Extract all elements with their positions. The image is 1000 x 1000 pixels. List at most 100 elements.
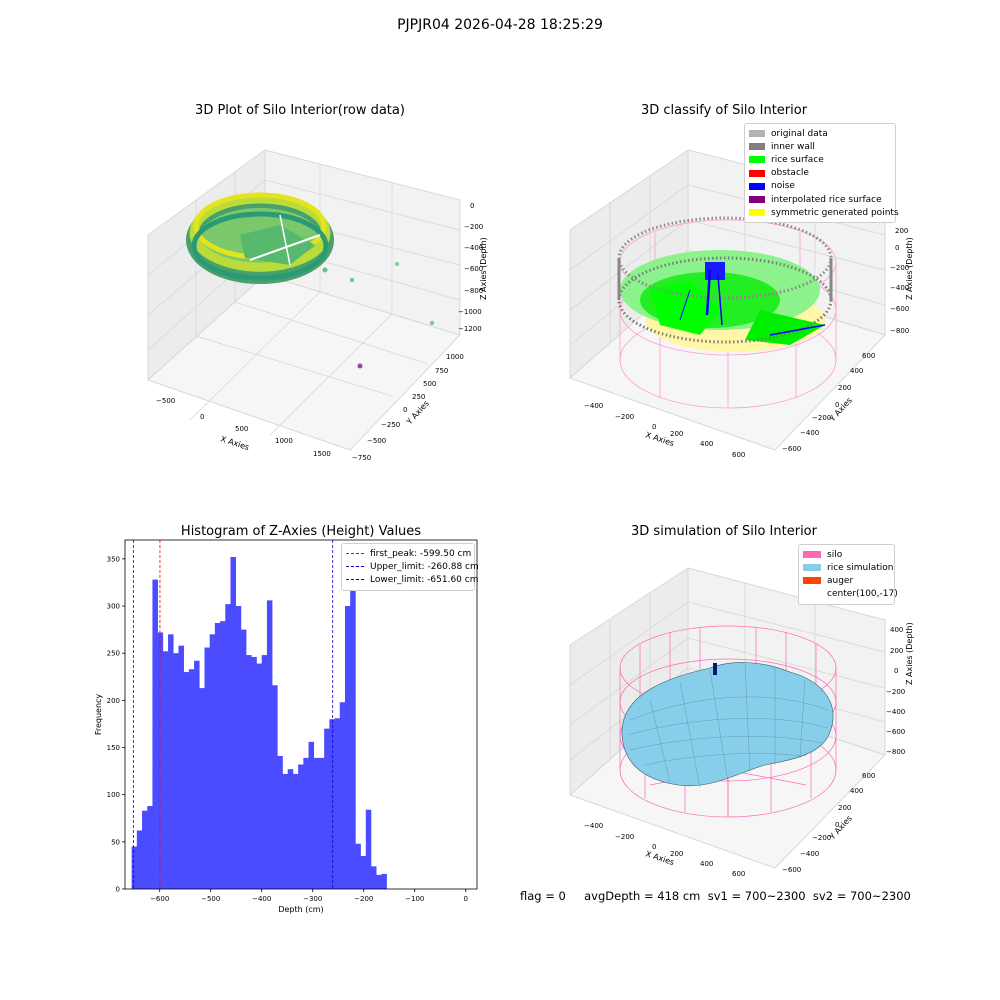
histogram-bar — [168, 634, 174, 889]
legend-swatch — [803, 591, 821, 598]
legend-swatch — [803, 551, 821, 559]
legend-label: auger — [827, 575, 854, 586]
legend-swatch — [749, 143, 765, 151]
legend-item: silo — [803, 548, 890, 561]
classify-3d-plot: −400 −200 0 200 400 600 X Axies −600 −40… — [569, 149, 914, 459]
simulation-ytick: 600 — [862, 772, 875, 780]
raw-ztick: −400 — [464, 244, 483, 252]
legend-label: silo — [827, 549, 843, 560]
legend-item: obstacle — [749, 167, 891, 180]
histogram-bar — [131, 846, 138, 889]
histogram-bar — [266, 600, 273, 889]
histogram-xtick-label: −100 — [405, 895, 424, 903]
legend-item: rice surface — [749, 153, 891, 166]
histogram-bar — [152, 579, 158, 889]
classify-noise — [679, 262, 826, 336]
raw-x-ticks: −500 0 500 1000 1500 — [156, 397, 331, 458]
histogram-xtick-label: −500 — [201, 895, 220, 903]
histogram-bar — [162, 651, 169, 889]
raw-y-ticks: −750 −500 −250 0 250 500 750 1000 — [352, 353, 464, 462]
classify-ytick: −400 — [800, 429, 819, 437]
simulation-legend: silo rice simulation auger center(100,-1… — [798, 544, 898, 605]
simulation-xtick: 400 — [700, 860, 713, 868]
classify-ztick: −400 — [890, 284, 909, 292]
simulation-y-label: Y Axies — [827, 814, 854, 842]
legend-item: Lower_limit: -651.60 cm — [346, 573, 478, 586]
simulation-ytick: 0 — [835, 821, 839, 829]
classify-y-label: Y Axies — [827, 396, 854, 424]
classify-ytick: 200 — [838, 384, 851, 392]
figure-title: PJPJR04 2026-04-28 18:25:29 — [397, 17, 603, 33]
legend-item: noise — [749, 180, 891, 193]
legend-swatch — [803, 564, 821, 572]
histogram-bar — [225, 604, 231, 889]
legend-swatch — [749, 182, 765, 190]
raw-xtick: 1500 — [313, 450, 331, 458]
raw-ytick: 500 — [423, 380, 436, 388]
histogram-xtick-label: −600 — [150, 895, 169, 903]
histogram-bar — [282, 773, 289, 889]
classify-xtick: 400 — [700, 440, 713, 448]
histogram-bar — [360, 855, 367, 889]
raw-ytick: −750 — [352, 454, 371, 462]
simulation-ztick: 0 — [894, 667, 898, 675]
histogram-bar — [136, 830, 143, 889]
histogram-bar — [209, 634, 216, 889]
simulation-xtick: −200 — [615, 833, 634, 841]
histogram-bar — [178, 645, 184, 889]
simulation-ztick: −400 — [886, 708, 905, 716]
classify-ztick: −600 — [890, 305, 909, 313]
raw-x-label: X Axies — [219, 434, 250, 452]
raw-ytick: 250 — [412, 393, 425, 401]
legend-label: symmetric generated points — [771, 207, 899, 218]
legend-item: Upper_limit: -260.88 cm — [346, 560, 479, 573]
legend-swatch — [749, 196, 765, 204]
simulation-ztick: 400 — [890, 626, 903, 634]
histogram-bar — [220, 621, 226, 889]
histogram-bar — [240, 629, 247, 889]
histogram-bar — [204, 647, 210, 889]
histogram-ytick-label: 300 — [107, 603, 120, 611]
status-footer: flag = 0 avgDepth = 418 cm sv1 = 700~230… — [520, 889, 911, 903]
legend-line — [346, 566, 364, 568]
legend-swatch — [749, 209, 765, 217]
simulation-ztick: −200 — [886, 688, 905, 696]
legend-label: inner wall — [771, 141, 815, 152]
classify-xtick: 200 — [670, 430, 683, 438]
legend-item: rice simulation — [803, 561, 893, 574]
simulation-z-ticks: 400 200 0 −200 −400 −600 −800 — [886, 626, 905, 756]
histogram-title: Histogram of Z-Axies (Height) Values — [180, 524, 422, 539]
histogram-bar — [188, 669, 195, 889]
histogram-bar — [334, 718, 341, 889]
histogram-bar — [287, 769, 294, 889]
legend-swatch — [803, 577, 821, 585]
histogram-bar — [324, 728, 330, 889]
histogram-bar — [183, 672, 190, 889]
legend-item: auger — [803, 574, 890, 587]
legend-line — [346, 553, 364, 555]
simulation-y-ticks: −600 −400 −200 0 200 400 600 — [782, 772, 875, 874]
raw-xtick: 500 — [235, 425, 248, 433]
raw-z-ticks: 0 −200 −400 −600 −800 −1000 −1200 — [458, 202, 483, 333]
histogram-xtick-label: −400 — [252, 895, 271, 903]
raw-ztick: −800 — [464, 287, 483, 295]
histogram-bar — [251, 656, 257, 889]
simulation-xtick: 200 — [670, 850, 683, 858]
histogram-vlines — [132, 540, 334, 889]
histogram-y-ticks: 0 50 100 150 200 250 300 350 — [107, 555, 125, 894]
classify-ztick: 0 — [895, 244, 899, 252]
raw-ztick: −200 — [464, 223, 483, 231]
legend-item: first_peak: -599.50 cm — [346, 547, 471, 560]
raw-y-label: Y Axies — [404, 399, 431, 427]
histogram-bar — [381, 873, 387, 889]
raw-ztick: 0 — [470, 202, 474, 210]
histogram-y-label: Frequency — [94, 694, 103, 736]
histogram-bar — [376, 874, 382, 889]
legend-item: symmetric generated points — [749, 206, 899, 219]
classify-z-label: Z Axies (Depth) — [905, 237, 914, 300]
classify-x-ticks: −400 −200 0 200 400 600 — [584, 402, 745, 459]
histogram-bar — [173, 653, 179, 889]
histogram-bar — [142, 810, 148, 889]
histogram-xtick-label: 0 — [464, 895, 468, 903]
raw-point-cloud — [186, 192, 435, 369]
